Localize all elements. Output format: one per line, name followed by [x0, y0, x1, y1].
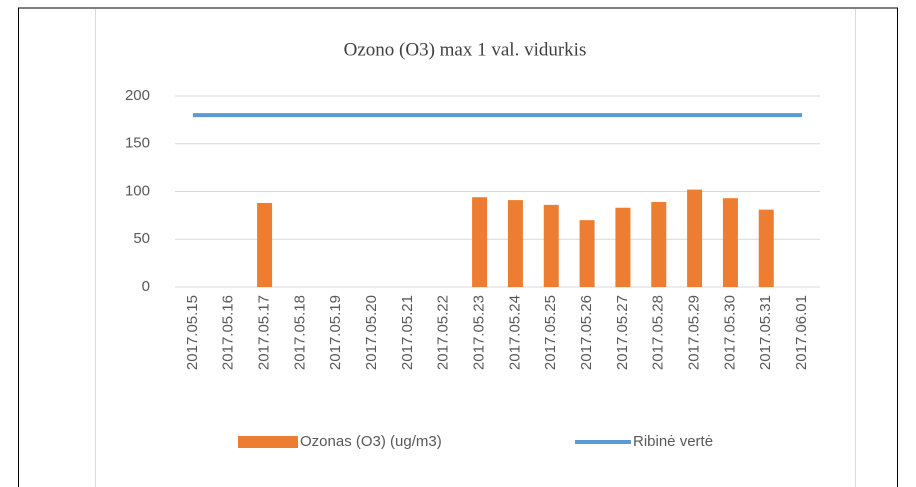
x-tick-label: 2017.05.27: [614, 295, 631, 370]
bar: [543, 204, 559, 287]
x-tick-label: 2017.05.16: [220, 295, 237, 370]
legend-swatch: [238, 436, 298, 448]
x-tick-label: 2017.05.15: [184, 295, 201, 370]
x-tick-label: 2017.05.31: [757, 295, 774, 370]
bar: [687, 189, 703, 287]
x-tick-label: 2017.05.18: [291, 295, 308, 370]
bar: [257, 202, 273, 287]
bar: [651, 202, 667, 287]
y-tick-label: 200: [125, 87, 150, 104]
x-tick-label: 2017.05.21: [399, 295, 416, 370]
legend-label: Ozonas (O3) (ug/m3): [300, 433, 442, 450]
x-tick-label: 2017.05.30: [721, 295, 738, 370]
y-tick-label: 150: [125, 135, 150, 152]
x-tick-label: 2017.05.19: [327, 295, 344, 370]
chart-title: Ozono (O3) max 1 val. vidurkis: [344, 39, 587, 60]
x-tick-label: 2017.05.25: [542, 295, 559, 370]
y-tick-label: 50: [133, 230, 150, 247]
x-tick-label: 2017.06.01: [793, 295, 810, 370]
x-tick-label: 2017.05.29: [686, 295, 703, 370]
bar: [722, 198, 738, 287]
x-tick-label: 2017.05.23: [471, 295, 488, 370]
bar: [472, 197, 488, 287]
y-tick-label: 0: [142, 278, 150, 295]
x-tick-label: 2017.05.20: [363, 295, 380, 370]
x-tick-label: 2017.05.22: [435, 295, 452, 370]
x-tick-label: 2017.05.26: [578, 295, 595, 370]
bar: [579, 220, 595, 287]
bar: [615, 207, 631, 287]
y-tick-label: 100: [125, 182, 150, 199]
bar: [507, 200, 523, 287]
bar: [758, 209, 774, 287]
x-tick-label: 2017.05.28: [650, 295, 667, 370]
legend-label: Ribinė vertė: [633, 433, 713, 450]
x-tick-label: 2017.05.24: [506, 295, 523, 370]
x-tick-label: 2017.05.17: [256, 295, 273, 370]
